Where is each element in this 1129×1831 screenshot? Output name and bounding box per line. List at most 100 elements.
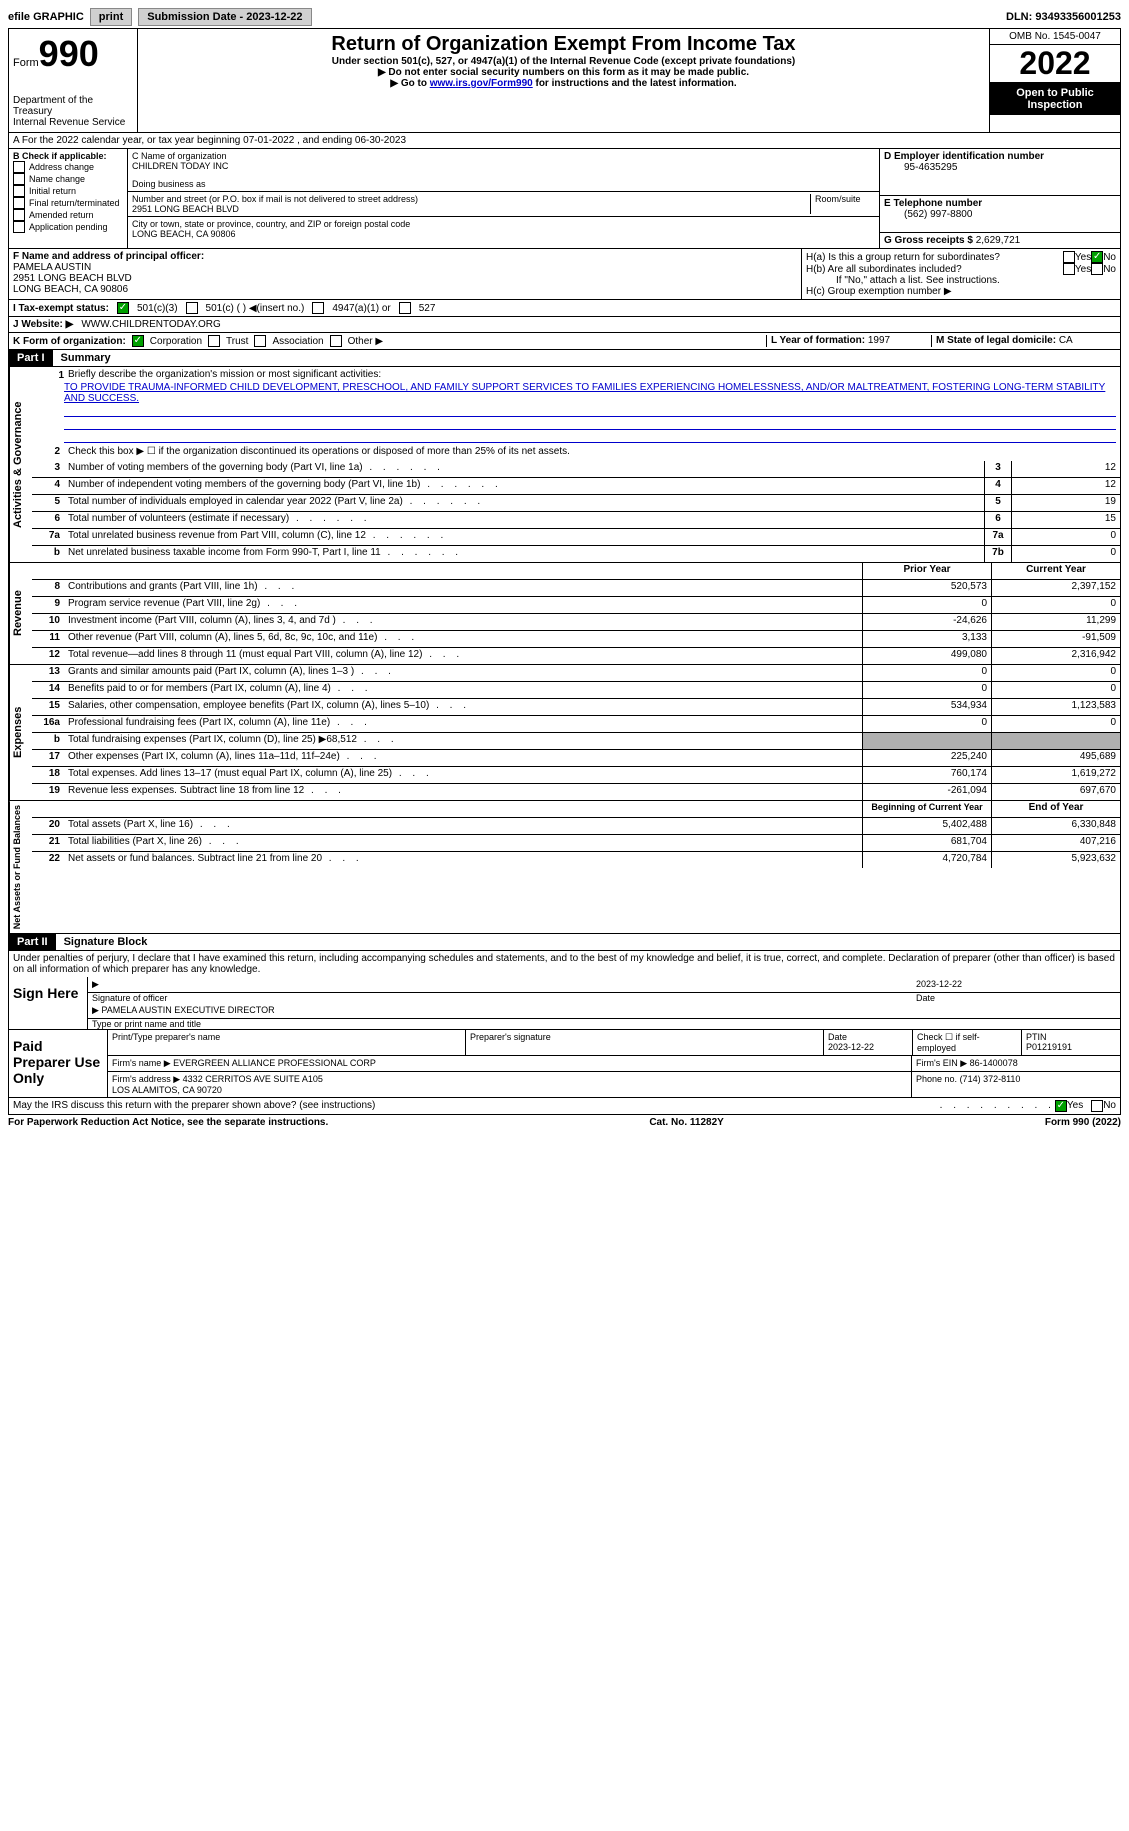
- part2-header: Part II Signature Block: [8, 934, 1121, 951]
- hb-yes[interactable]: [1063, 263, 1075, 275]
- j-label: J Website: ▶: [13, 319, 73, 330]
- chk-name[interactable]: Name change: [13, 173, 123, 185]
- tax-year: 2022: [990, 45, 1120, 83]
- sig-name-fill: PAMELA AUSTIN EXECUTIVE DIRECTOR: [101, 1005, 274, 1015]
- open-public: Open to Public Inspection: [990, 83, 1120, 115]
- return-title: Return of Organization Exempt From Incom…: [146, 33, 981, 56]
- officer-name: PAMELA AUSTIN: [13, 262, 797, 273]
- form-number: 990: [39, 33, 99, 74]
- end-year-header: End of Year: [991, 801, 1120, 817]
- footer-center: Cat. No. 11282Y: [649, 1117, 723, 1128]
- paid-preparer-label: Paid Preparer Use Only: [9, 1030, 107, 1097]
- vert-revenue: Revenue: [9, 563, 32, 664]
- m-value: CA: [1059, 335, 1073, 346]
- chk-501c[interactable]: [186, 302, 198, 314]
- sig-name-label: Type or print name and title: [88, 1019, 1120, 1029]
- chk-final[interactable]: Final return/terminated: [13, 197, 123, 209]
- chk-501c3[interactable]: ✓: [117, 302, 129, 314]
- vert-expenses: Expenses: [9, 665, 32, 800]
- g-label: G Gross receipts $: [884, 235, 973, 246]
- chk-pending[interactable]: Application pending: [13, 221, 123, 233]
- begin-year-header: Beginning of Current Year: [862, 801, 991, 817]
- section-bcde: B Check if applicable: Address change Na…: [8, 149, 1121, 249]
- hb-no[interactable]: [1091, 263, 1103, 275]
- summary-row: 8Contributions and grants (Part VIII, li…: [32, 580, 1120, 597]
- sign-here-label: Sign Here: [9, 977, 87, 1029]
- footer-left: For Paperwork Reduction Act Notice, see …: [8, 1117, 328, 1128]
- prior-year-header: Prior Year: [862, 563, 991, 579]
- summary-row: 13Grants and similar amounts paid (Part …: [32, 665, 1120, 682]
- line2-label: Check this box ▶ ☐ if the organization d…: [64, 445, 1120, 461]
- row-i: I Tax-exempt status: ✓501(c)(3) 501(c) (…: [8, 300, 1121, 317]
- header-left: Form990 Department of the Treasury Inter…: [9, 29, 138, 132]
- officer-addr1: 2951 LONG BEACH BLVD: [13, 273, 797, 284]
- b-label: B Check if applicable:: [13, 151, 123, 161]
- declaration-text: Under penalties of perjury, I declare th…: [9, 951, 1120, 977]
- k-label: K Form of organization:: [13, 336, 126, 347]
- summary-row: bNet unrelated business taxable income f…: [32, 546, 1120, 562]
- line2-num: 2: [32, 445, 64, 461]
- part1-header: Part I Summary: [8, 350, 1121, 367]
- summary-row: 11Other revenue (Part VIII, column (A), …: [32, 631, 1120, 648]
- section-f: F Name and address of principal officer:…: [9, 249, 801, 299]
- hc-label: H(c) Group exemption number ▶: [806, 286, 1116, 297]
- website-value: WWW.CHILDRENTODAY.ORG: [81, 319, 220, 330]
- expenses-section: Expenses 13Grants and similar amounts pa…: [8, 665, 1121, 801]
- form-label: Form: [13, 57, 39, 69]
- ptin-value: P01219191: [1026, 1042, 1072, 1052]
- vert-net: Net Assets or Fund Balances: [9, 801, 32, 933]
- ha-no[interactable]: ✓: [1091, 251, 1103, 263]
- efile-label: efile GRAPHIC: [8, 11, 84, 23]
- section-b: B Check if applicable: Address change Na…: [9, 149, 128, 248]
- chk-4947[interactable]: [312, 302, 324, 314]
- discuss-yes[interactable]: ✓: [1055, 1100, 1067, 1112]
- print-button[interactable]: print: [90, 8, 132, 26]
- firm-ein: 86-1400078: [970, 1058, 1018, 1068]
- chk-other[interactable]: [330, 335, 342, 347]
- row-j: J Website: ▶ WWW.CHILDRENTODAY.ORG: [8, 317, 1121, 333]
- summary-row: 21Total liabilities (Part X, line 26) . …: [32, 835, 1120, 852]
- summary-row: 20Total assets (Part X, line 16) . . .5,…: [32, 818, 1120, 835]
- discuss-no[interactable]: [1091, 1100, 1103, 1112]
- street-value: 2951 LONG BEACH BLVD: [132, 204, 806, 214]
- sig-date-label: Date: [916, 993, 1116, 1003]
- revenue-section: Revenue Prior Year Current Year 8Contrib…: [8, 563, 1121, 665]
- summary-row: 12Total revenue—add lines 8 through 11 (…: [32, 648, 1120, 664]
- chk-amended[interactable]: Amended return: [13, 209, 123, 221]
- summary-row: 10Investment income (Part VIII, column (…: [32, 614, 1120, 631]
- chk-assoc[interactable]: [254, 335, 266, 347]
- irs-link[interactable]: www.irs.gov/Form990: [430, 78, 533, 89]
- ha-yes[interactable]: [1063, 251, 1075, 263]
- summary-row: 15Salaries, other compensation, employee…: [32, 699, 1120, 716]
- summary-row: 4Number of independent voting members of…: [32, 478, 1120, 495]
- header-right: OMB No. 1545-0047 2022 Open to Public In…: [990, 29, 1120, 132]
- f-label: F Name and address of principal officer:: [13, 251, 797, 262]
- chk-trust[interactable]: [208, 335, 220, 347]
- submission-date-label: Submission Date - 2023-12-22: [138, 8, 311, 26]
- current-year-header: Current Year: [991, 563, 1120, 579]
- org-name: CHILDREN TODAY INC: [132, 161, 875, 171]
- dba-label: Doing business as: [132, 179, 875, 189]
- discuss-label: May the IRS discuss this return with the…: [13, 1100, 940, 1112]
- summary-row: 7aTotal unrelated business revenue from …: [32, 529, 1120, 546]
- l-value: 1997: [868, 335, 890, 346]
- m-label: M State of legal domicile:: [936, 335, 1056, 346]
- section-h: H(a) Is this a group return for subordin…: [801, 249, 1120, 299]
- summary-row: 19Revenue less expenses. Subtract line 1…: [32, 784, 1120, 800]
- prep-date: 2023-12-22: [828, 1042, 874, 1052]
- chk-527[interactable]: [399, 302, 411, 314]
- sig-officer-label: Signature of officer: [92, 993, 916, 1003]
- city-label: City or town, state or province, country…: [132, 219, 875, 229]
- net-assets-section: Net Assets or Fund Balances Beginning of…: [8, 801, 1121, 934]
- summary-row: 16aProfessional fundraising fees (Part I…: [32, 716, 1120, 733]
- chk-corp[interactable]: ✓: [132, 335, 144, 347]
- section-fh: F Name and address of principal officer:…: [8, 249, 1121, 300]
- line1-num: 1: [36, 369, 68, 382]
- footer-right: Form 990 (2022): [1045, 1117, 1121, 1128]
- section-de: D Employer identification number 95-4635…: [880, 149, 1120, 248]
- row-k: K Form of organization: ✓Corporation Tru…: [8, 333, 1121, 350]
- d-label: D Employer identification number: [884, 151, 1116, 162]
- chk-initial[interactable]: Initial return: [13, 185, 123, 197]
- chk-address[interactable]: Address change: [13, 161, 123, 173]
- check-self[interactable]: Check ☐ if self-employed: [912, 1030, 1021, 1055]
